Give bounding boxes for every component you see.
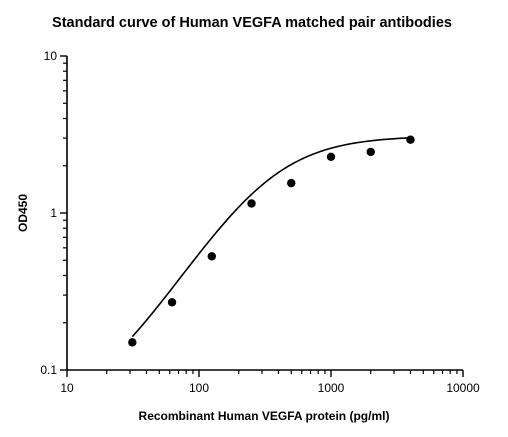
data-point: [366, 147, 375, 157]
y-tick-label: 1: [50, 206, 57, 220]
y-axis-label: OD450: [16, 194, 30, 232]
fit-curve: [131, 136, 411, 338]
data-point: [406, 135, 415, 144]
chart-title: Standard curve of Human VEGFA matched pa…: [52, 15, 452, 31]
tick-labels: 10 100 1000 10000 0.1 1 10: [40, 49, 480, 395]
data-point: [247, 199, 256, 208]
axes: [66, 56, 463, 371]
data-points: [128, 135, 415, 347]
x-tick-label: 100: [189, 381, 209, 395]
data-point: [167, 298, 177, 307]
x-tick-label: 10: [60, 381, 74, 395]
major-ticks: [60, 55, 464, 377]
x-tick-label: 10000: [446, 381, 480, 395]
x-axis-label: Recombinant Human VEGFA protein (pg/ml): [139, 409, 390, 423]
y-tick-label: 10: [44, 49, 58, 63]
y-tick-label: 0.1: [40, 363, 57, 377]
data-point: [207, 252, 216, 261]
data-point: [326, 152, 336, 162]
data-point: [287, 178, 296, 188]
minor-ticks: [63, 62, 458, 374]
x-tick-label: 1000: [318, 381, 345, 395]
data-point: [128, 338, 137, 347]
